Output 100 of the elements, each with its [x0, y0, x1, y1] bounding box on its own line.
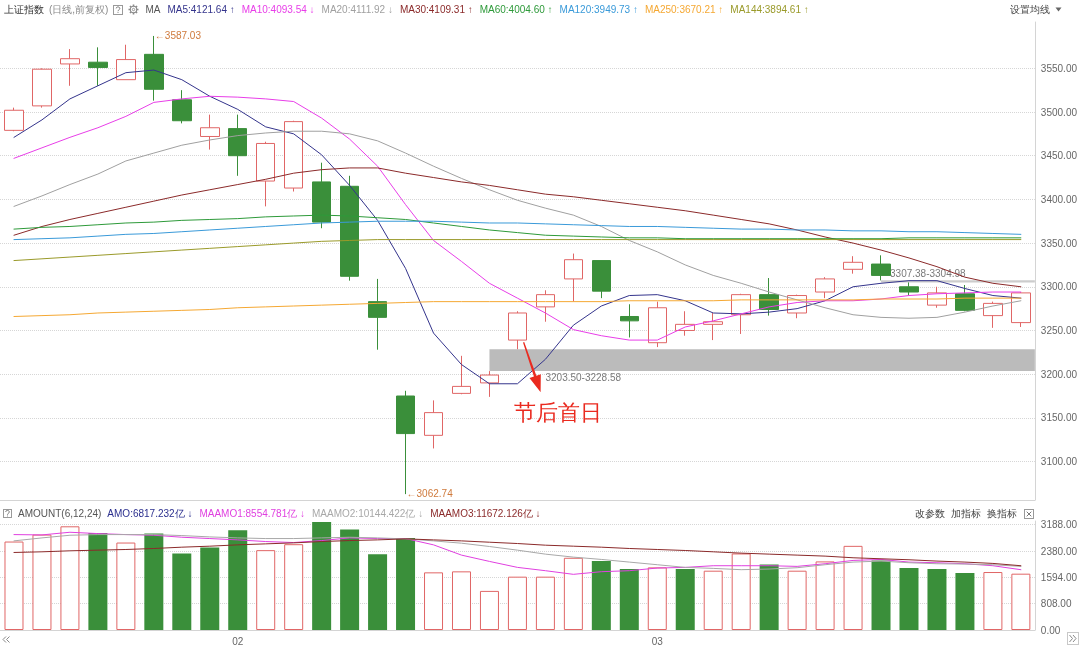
candlestick [200, 114, 220, 151]
annotation: 节后首日 [514, 400, 603, 427]
band-label: 3203.50-3228.58 [545, 371, 622, 383]
bar [535, 576, 555, 630]
bar [815, 561, 835, 630]
candlestick [228, 114, 247, 177]
bar [88, 532, 108, 630]
candlestick [480, 370, 499, 398]
bar [396, 537, 416, 630]
bar [955, 573, 975, 630]
chart-subtitle: (日线,前复权) [49, 3, 109, 16]
bar [787, 570, 807, 630]
candlestick [32, 67, 52, 109]
text: MA120:3949.73 ↑ [559, 3, 638, 16]
text: MA10:4093.54 ↓ [241, 3, 315, 16]
annotation: ←3062.74 [406, 488, 453, 501]
series-label: MAAMO2:10144.422亿 ↓ [312, 507, 424, 520]
bar [312, 521, 332, 630]
line-series [13, 130, 1022, 319]
y-tick-label: 0.00 [1040, 624, 1061, 636]
candlestick [424, 399, 443, 449]
bar [340, 529, 360, 630]
bar [284, 544, 304, 630]
text: 改参数 [915, 507, 945, 520]
text: MA5:4121.64 ↑ [167, 3, 235, 16]
bar [983, 572, 1003, 630]
bar [368, 554, 388, 630]
bar [172, 553, 192, 630]
bar [927, 569, 947, 630]
bar [451, 571, 471, 630]
bar [619, 569, 639, 630]
candlestick [536, 289, 555, 323]
text: 设置均线 [1010, 3, 1050, 16]
bar [647, 567, 667, 630]
legend-title: MA [145, 3, 161, 16]
bar [116, 542, 136, 630]
text: MAAMO3:11672.126亿 ↓ [430, 507, 541, 520]
bar [144, 533, 164, 630]
candlestick [564, 253, 583, 303]
text: MA250:3670.21 ↑ [644, 3, 724, 16]
bar [200, 547, 220, 630]
bar [899, 568, 919, 630]
y-tick-label: 3150.00 [1040, 412, 1078, 424]
text: 加指标 [951, 507, 981, 520]
text: AMO:6817.232亿 ↓ [107, 507, 193, 520]
bar [424, 572, 444, 630]
chart-title: 上证指数 [4, 3, 44, 16]
y-tick-label: 808.00 [1040, 597, 1072, 609]
candlestick [60, 48, 80, 87]
bar [591, 561, 611, 630]
candlestick [508, 310, 527, 350]
y-tick-label: 3188.00 [1040, 518, 1078, 530]
line-series [13, 95, 1022, 341]
bar [871, 560, 891, 630]
bar [479, 590, 499, 630]
candlestick [256, 141, 275, 207]
series-label: MAAMO1:8554.781亿 ↓ [199, 507, 306, 520]
x-tick-label: 02 [232, 635, 244, 647]
candlestick [284, 120, 303, 193]
bar [759, 564, 779, 630]
candlestick [648, 301, 667, 348]
candlestick [368, 278, 387, 351]
bar [228, 530, 248, 630]
candlestick [815, 276, 835, 299]
bar [843, 545, 863, 630]
candlestick [4, 107, 24, 132]
y-tick-label: 1594.00 [1040, 571, 1078, 583]
bar [675, 569, 695, 630]
line-series [13, 297, 1022, 317]
candlestick [843, 255, 863, 275]
line-series [13, 220, 1022, 241]
y-tick-label: 3550.00 [1040, 62, 1078, 74]
text: MA60:4004.60 ↑ [479, 3, 553, 16]
y-tick-label: 2380.00 [1040, 545, 1078, 557]
candlestick [592, 260, 611, 299]
bar [1011, 573, 1031, 630]
text: MA20:4111.92 ↓ [321, 3, 393, 16]
bar [4, 541, 24, 630]
line-series [13, 239, 1022, 262]
x-tick-label: 03 [651, 635, 664, 647]
y-tick-label: 3500.00 [1040, 106, 1078, 118]
y-tick-label: 3250.00 [1040, 324, 1078, 336]
candlestick [452, 355, 471, 395]
candlestick [983, 301, 1003, 329]
line-series [13, 167, 1022, 288]
text: MA144:3894.61 ↑ [730, 3, 809, 16]
y-tick-label: 3300.00 [1040, 281, 1078, 293]
candlestick [172, 89, 192, 124]
candlestick [88, 46, 108, 87]
y-tick-label: 3200.00 [1040, 368, 1078, 380]
candlestick [116, 44, 136, 81]
bar [256, 550, 276, 630]
legend-title: AMOUNT(6,12,24) [18, 507, 102, 520]
y-tick-label: 3450.00 [1040, 150, 1078, 162]
bar [32, 534, 52, 630]
y-tick-label: 3100.00 [1040, 456, 1078, 468]
candlestick [899, 281, 919, 297]
y-tick-label: 3350.00 [1040, 237, 1078, 249]
y-tick-label: 3400.00 [1040, 193, 1078, 205]
bar [60, 526, 80, 630]
